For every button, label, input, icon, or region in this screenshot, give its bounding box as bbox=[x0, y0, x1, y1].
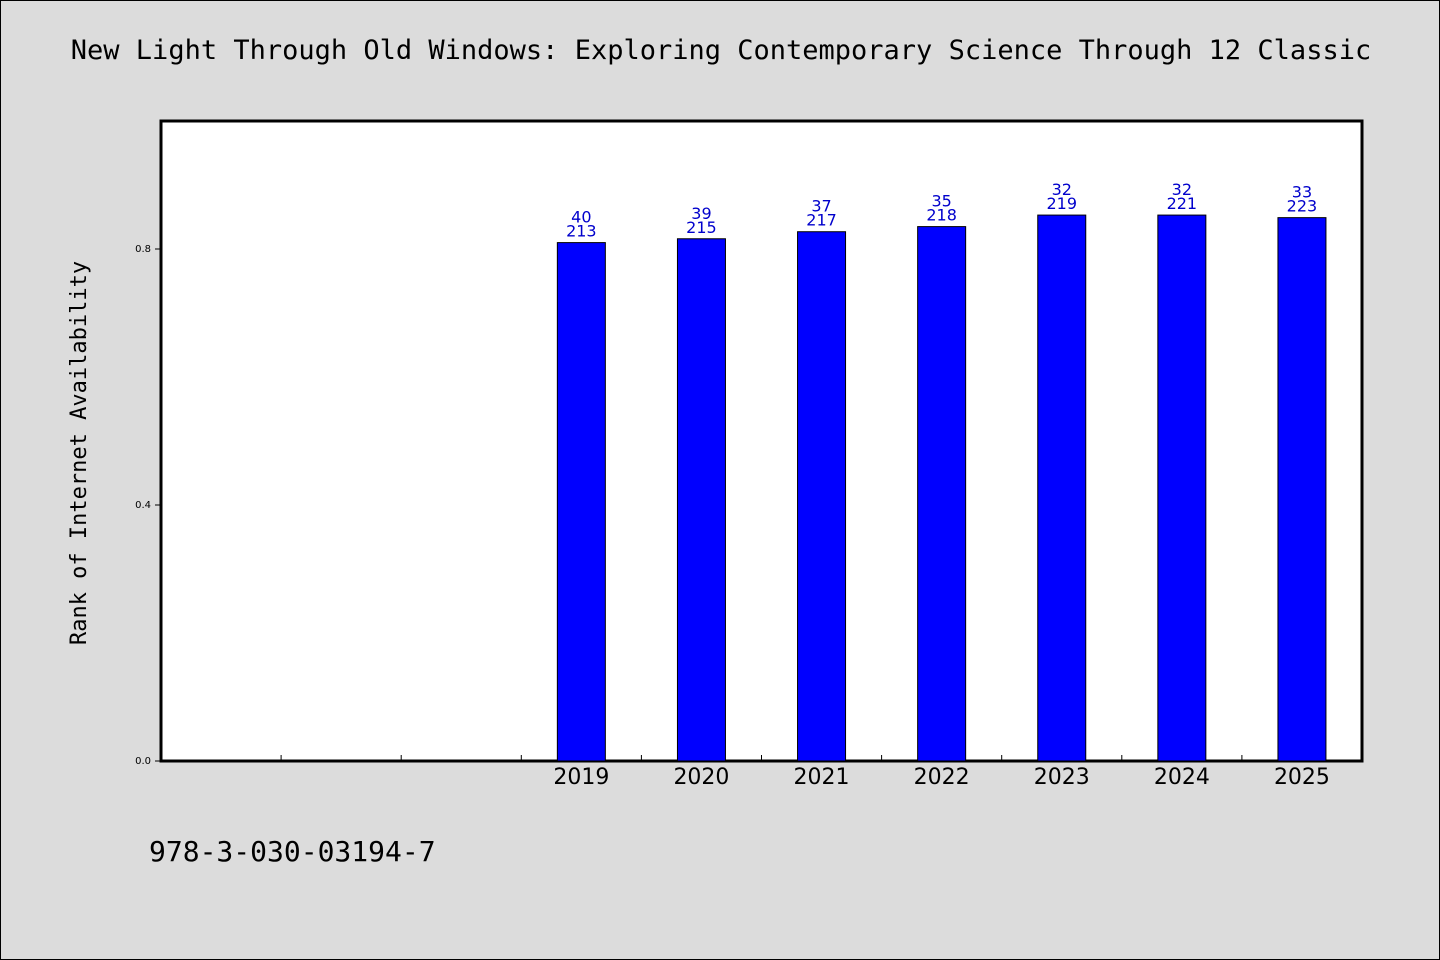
bar bbox=[1157, 214, 1207, 762]
x-axis: 2019 2020 2021 2022 2023 2024 2025 bbox=[280, 755, 1330, 790]
bar-label-bottom: 221 bbox=[1167, 194, 1198, 213]
bar bbox=[556, 242, 606, 762]
x-tick-label: 2019 bbox=[553, 765, 609, 790]
bar-label-bottom: 217 bbox=[806, 211, 837, 230]
x-tick-label: 2021 bbox=[794, 765, 850, 790]
bar-label-bottom: 223 bbox=[1287, 197, 1318, 216]
isbn-label: 978-3-030-03194-7 bbox=[149, 835, 436, 868]
bar-label-bottom: 213 bbox=[566, 222, 597, 241]
bar-label-top: 40 bbox=[571, 208, 591, 227]
y-tick-label: 0.4 bbox=[135, 500, 151, 511]
bar bbox=[1277, 217, 1327, 762]
y-axis-label: Rank of Internet Availability bbox=[67, 261, 92, 645]
bar-label-top: 37 bbox=[811, 197, 831, 216]
chart-title: New Light Through Old Windows: Exploring… bbox=[70, 35, 1372, 66]
bar-label-top: 32 bbox=[1172, 180, 1192, 199]
bar-label-bottom: 219 bbox=[1046, 194, 1077, 213]
y-axis: 0.0 0.4 0.8 bbox=[135, 244, 161, 767]
x-tick-label: 2022 bbox=[914, 765, 970, 790]
bars bbox=[556, 214, 1327, 762]
bar bbox=[676, 238, 726, 762]
x-tick-label: 2024 bbox=[1154, 765, 1210, 790]
bar-label-top: 32 bbox=[1052, 180, 1072, 199]
bar-label-bottom: 218 bbox=[926, 206, 957, 225]
x-tick-label: 2020 bbox=[673, 765, 729, 790]
y-tick-label: 0.0 bbox=[135, 756, 151, 767]
bar-label-top: 33 bbox=[1292, 183, 1312, 202]
x-tick-label: 2023 bbox=[1034, 765, 1090, 790]
y-tick-label: 0.8 bbox=[135, 244, 151, 255]
bar bbox=[1037, 214, 1087, 762]
bar-label-top: 39 bbox=[691, 204, 711, 223]
bar bbox=[917, 226, 967, 762]
bar bbox=[797, 231, 847, 762]
bar-label-top: 35 bbox=[931, 192, 951, 211]
bar-label-bottom: 215 bbox=[686, 218, 717, 237]
x-tick-label: 2025 bbox=[1274, 765, 1330, 790]
